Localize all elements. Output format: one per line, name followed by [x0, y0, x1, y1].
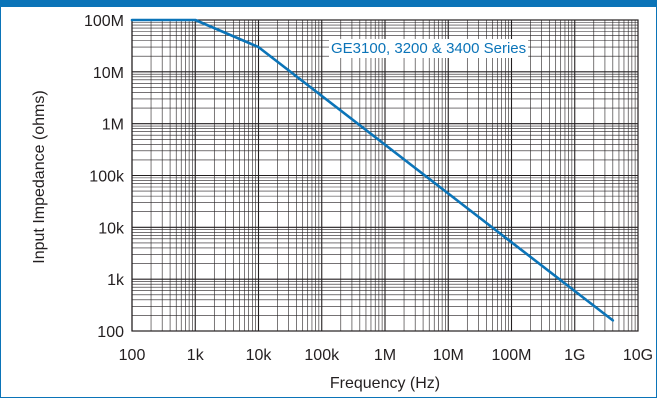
- y-tick-label: 100M: [84, 13, 124, 30]
- x-axis-label: Frequency (Hz): [330, 375, 440, 392]
- x-tick-label: 10G: [623, 347, 653, 364]
- y-axis-label: Input Impedance (ohms): [31, 90, 48, 263]
- series-line: [130, 18, 615, 322]
- x-tick-labels: 100 1k 10k 100k 1M 10M 100M 1G 10G: [119, 347, 653, 364]
- y-tick-label: 1M: [102, 117, 124, 134]
- series-label-background: [329, 39, 529, 58]
- y-tick-label: 10k: [98, 220, 125, 237]
- plot-border: [131, 19, 639, 332]
- x-tick-label: 1M: [374, 347, 396, 364]
- y-tick-label: 100: [97, 324, 124, 341]
- header-bar: [0, 0, 657, 7]
- x-tick-label: 100M: [491, 347, 531, 364]
- major-grid: [131, 20, 638, 332]
- y-tick-label: 10M: [93, 65, 124, 82]
- x-tick-label: 100k: [304, 347, 340, 364]
- y-tick-label: 1k: [107, 272, 125, 289]
- x-tick-label: 10M: [433, 347, 464, 364]
- x-tick-label: 1G: [564, 347, 585, 364]
- x-tick-label: 100: [119, 347, 146, 364]
- y-tick-label: 100k: [89, 169, 125, 186]
- x-tick-label: 1k: [187, 347, 205, 364]
- x-tick-label: 10k: [246, 347, 273, 364]
- series-label: GE3100, 3200 & 3400 Series: [331, 40, 526, 57]
- series-layer: GE3100, 3200 & 3400 Series: [130, 18, 615, 322]
- y-tick-labels: 100M 10M 1M 100k 10k 1k 100: [84, 13, 125, 341]
